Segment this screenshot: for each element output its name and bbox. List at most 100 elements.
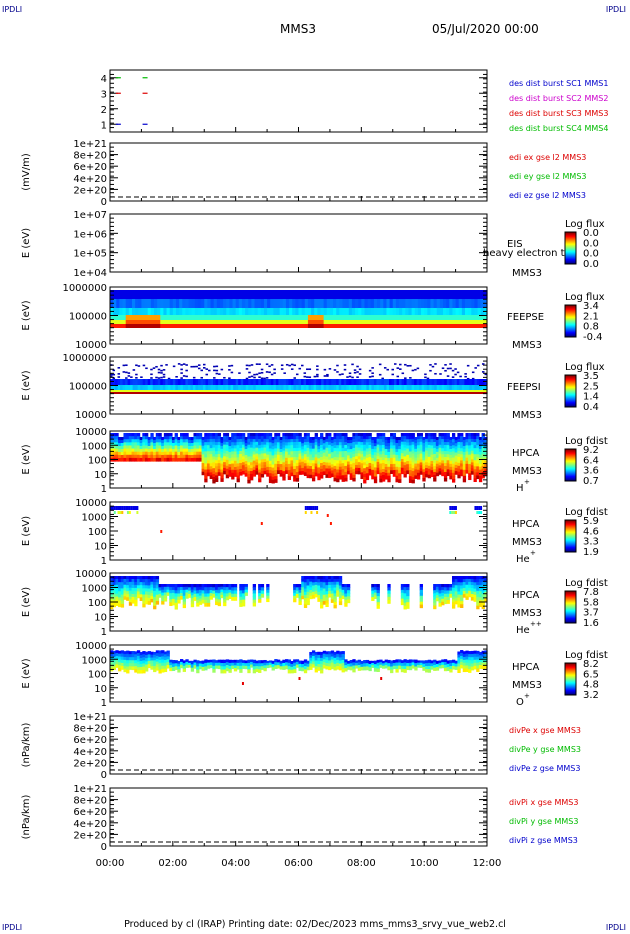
spectrogram-cell (225, 392, 229, 394)
spectrogram-cell (400, 586, 405, 591)
spectrogram-cell (295, 315, 300, 320)
spectrogram-cell (438, 435, 442, 440)
spectrogram-cell (376, 444, 380, 449)
spectrogram-cell (190, 600, 195, 605)
spectrogram-cell (465, 590, 469, 595)
spectrogram-cell (278, 392, 282, 394)
spectrogram-cell (370, 320, 375, 324)
colorbar-cell (565, 450, 576, 452)
spectrogram-cell (128, 602, 133, 606)
spectrogram-cell (198, 454, 203, 459)
spectrogram-cell (465, 463, 469, 468)
spectrogram-cell (174, 433, 178, 437)
spectrogram-cell (341, 469, 345, 473)
spectrogram-cell (233, 470, 238, 474)
spectrogram-cell (430, 290, 435, 299)
spectrogram-cell (276, 315, 281, 320)
spectrogram-cell (403, 435, 407, 440)
spectrogram-cell (314, 463, 318, 468)
spectrogram-cell (215, 595, 219, 600)
spectrogram-cell (344, 587, 348, 591)
spectrogram-cell (145, 594, 149, 599)
spectrogram-cell (206, 448, 211, 452)
spectrogram-cell (163, 299, 168, 308)
colorbar-cell (565, 258, 576, 260)
spectrogram-cell (131, 454, 135, 459)
spectrogram-cell (457, 433, 461, 437)
spacecraft-label: MMS3 (512, 268, 542, 279)
spectrogram-cell (356, 365, 359, 368)
spectrogram-cell (370, 324, 375, 328)
spectrogram-cell (231, 466, 235, 471)
spectrogram-cell (185, 451, 189, 456)
spectrogram-cell (138, 308, 143, 315)
spectrogram-cell (306, 598, 310, 602)
spectrogram-cell (436, 320, 441, 324)
spectrogram-cell (147, 324, 152, 328)
spectrogram-cell (311, 585, 316, 590)
spectrogram-cell (309, 474, 313, 479)
spectrogram-cell (414, 315, 419, 320)
spectrogram-cell (322, 452, 327, 457)
spectrogram-cell (215, 372, 219, 375)
spectrogram-cell (135, 385, 139, 390)
spectrogram-cell (182, 586, 186, 591)
spectrogram-cell (341, 595, 345, 600)
spectrogram-cell (150, 377, 153, 379)
spectrogram-cell (240, 385, 244, 390)
spectrogram-cell (188, 320, 193, 324)
spectrogram-cell (383, 290, 388, 299)
spectrogram-cell (166, 324, 171, 328)
spectrogram-cell (439, 320, 444, 324)
spectrogram-cell (240, 392, 244, 394)
spectrogram-cell (408, 476, 413, 480)
colorbar-cell (565, 541, 576, 543)
spectrogram-cell (406, 593, 410, 597)
spectrogram-cell (470, 579, 475, 583)
spectrogram-cell (135, 308, 139, 315)
spectrogram-cell (292, 324, 296, 328)
spectrogram-cell (328, 438, 332, 443)
spectrogram-cell (363, 479, 367, 484)
spectrogram-cell (430, 445, 434, 450)
spectrogram-cell (273, 290, 278, 299)
spectrogram-cell (161, 589, 165, 594)
spectrogram-cell (473, 445, 477, 449)
spectrogram-cell (330, 599, 335, 603)
spectrogram-cell (471, 379, 476, 385)
spectrogram-cell (336, 299, 340, 308)
spectrogram-cell (239, 436, 243, 440)
spectrogram-cell (202, 379, 207, 385)
spectrogram-cell (153, 437, 157, 441)
spectrogram-cell (267, 320, 271, 324)
spectrogram-cell (123, 590, 127, 595)
colorbar-cell (565, 464, 576, 466)
spectrogram-cell (135, 379, 139, 385)
spectrogram-cell (351, 315, 356, 320)
spectrogram-cell (314, 315, 318, 320)
spectrogram-cell (461, 320, 466, 324)
spectrogram-cell (456, 392, 460, 394)
spectrogram-cell (244, 584, 248, 588)
spectrogram-cell (318, 392, 322, 394)
spectrogram-cell (288, 385, 292, 390)
spectrogram-cell (228, 379, 232, 385)
spectrogram-cell (411, 315, 416, 320)
spectrogram-cell (201, 593, 205, 598)
spectrogram-cell (250, 435, 254, 440)
spectrogram-cell (163, 320, 168, 324)
spectrogram-cell (470, 450, 475, 455)
spectrogram-cell (215, 586, 219, 591)
spectrogram-cell (476, 379, 481, 385)
spectrogram-cell (247, 450, 251, 455)
spectrogram-cell (338, 469, 343, 474)
overlay-text: heavy electron to (483, 248, 571, 259)
spectrogram-cell (367, 320, 372, 324)
spectrogram-cell (441, 392, 445, 394)
spectrogram-cell (438, 444, 442, 449)
spectrogram-cell (298, 465, 302, 469)
spectrogram-cell (169, 290, 174, 299)
spectrogram-cell (225, 590, 230, 594)
spectrogram-cell (204, 448, 208, 452)
spectrogram-cell (153, 578, 157, 583)
